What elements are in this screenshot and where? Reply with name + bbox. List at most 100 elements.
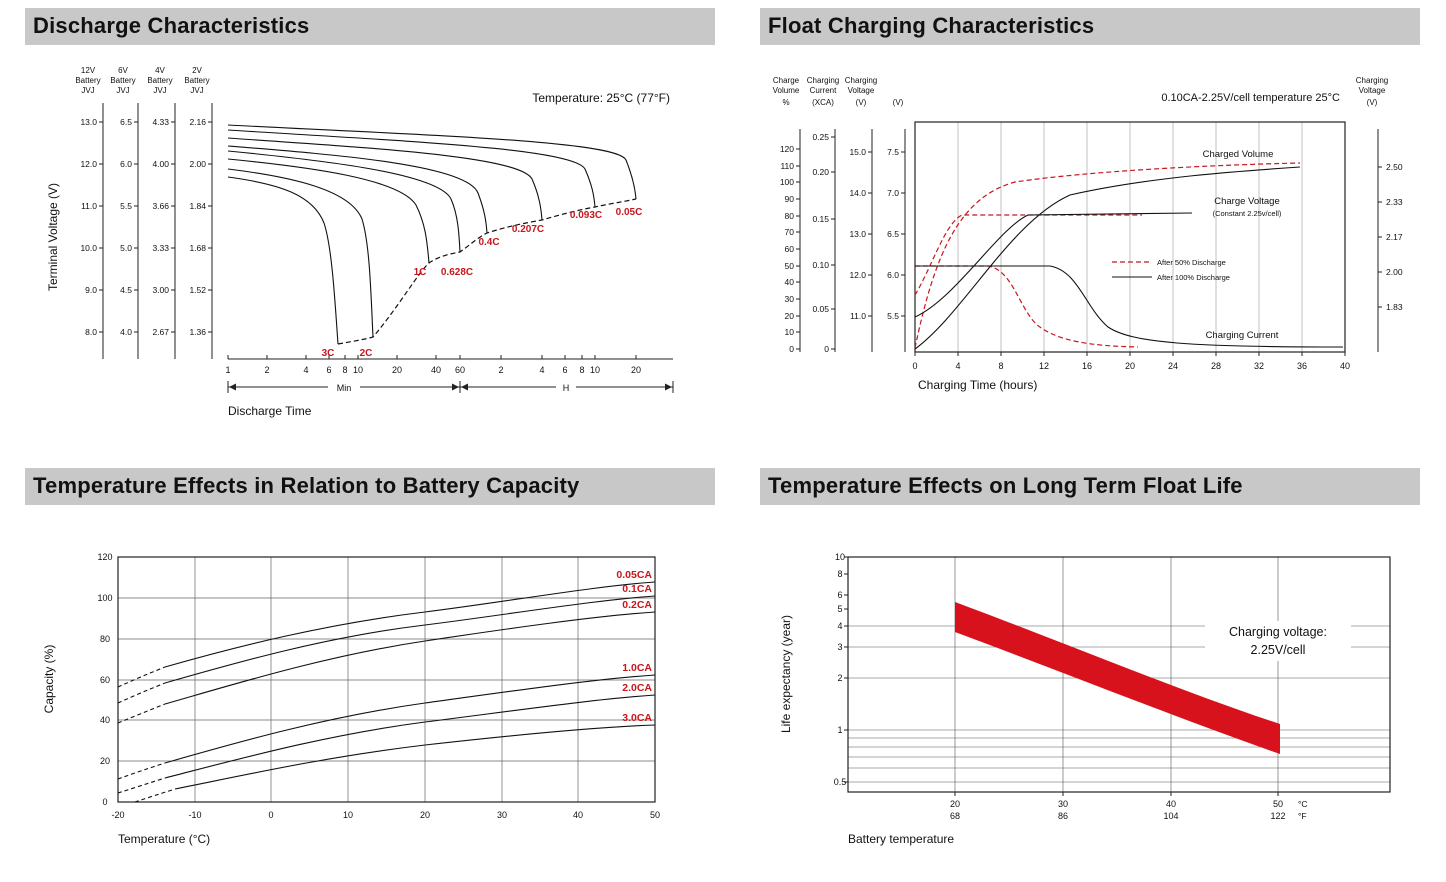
curve-30ca bbox=[174, 724, 656, 790]
tick-label: 10 bbox=[353, 365, 363, 375]
tick-label: 100 bbox=[780, 177, 794, 187]
tick-label: 5.5 bbox=[120, 201, 132, 211]
tick-label: 12 bbox=[1039, 361, 1049, 371]
curve-2c bbox=[227, 168, 374, 338]
tick-label: 0.10 bbox=[812, 260, 829, 270]
tick-label: 1.84 bbox=[189, 201, 206, 211]
axis-headers: Charge Volume % Charging Current (XCA) C… bbox=[773, 76, 1389, 107]
tick-label: 40 bbox=[431, 365, 441, 375]
tick-label: 10 bbox=[835, 552, 845, 562]
discharge-curves bbox=[227, 124, 637, 345]
arrow-icon bbox=[665, 383, 672, 391]
tick-label: 5 bbox=[837, 604, 842, 614]
tick-label: 1 bbox=[837, 725, 842, 735]
x-axis-title: Charging Time (hours) bbox=[918, 378, 1037, 392]
tick-label: 3 bbox=[837, 642, 842, 652]
charged-volume-100pct-curve bbox=[914, 166, 1301, 350]
tick-label: 30 bbox=[497, 810, 507, 820]
tick-label: 10 bbox=[343, 810, 353, 820]
axis-header: JVJ bbox=[81, 86, 94, 95]
tick-label: 36 bbox=[1297, 361, 1307, 371]
arrow-icon bbox=[461, 383, 468, 391]
curve-01ca bbox=[164, 595, 656, 684]
tick-label: 8.0 bbox=[85, 327, 97, 337]
tick-label: 6.5 bbox=[120, 117, 132, 127]
axis-tick-marks bbox=[844, 556, 1279, 796]
tick-label: 2.33 bbox=[1386, 197, 1403, 207]
annotation-bg bbox=[1205, 621, 1351, 661]
time-unit-bracket: Min H bbox=[227, 380, 674, 393]
tick-label: 0.5 bbox=[834, 777, 847, 787]
label-bg bbox=[556, 380, 576, 393]
arrow-icon bbox=[452, 383, 459, 391]
y-tick-labels: 120 100 80 60 40 20 0 bbox=[97, 552, 112, 807]
axis-header: (V) bbox=[893, 98, 904, 107]
tick-label: 80 bbox=[100, 634, 110, 644]
temp-capacity-panel: Temperature Effects in Relation to Batte… bbox=[25, 468, 715, 882]
tick-label: 20 bbox=[785, 311, 795, 321]
gridlines bbox=[117, 556, 656, 803]
tick-label: 4.0 bbox=[120, 327, 132, 337]
legend-label: After 100% Discharge bbox=[1157, 273, 1230, 282]
rate-label: 0.628C bbox=[441, 267, 473, 278]
curve-3c bbox=[227, 176, 339, 345]
curve-02ca bbox=[164, 611, 656, 705]
tick-label: 24 bbox=[1168, 361, 1178, 371]
tick-label: 0.05 bbox=[812, 304, 829, 314]
charge-voltage-100pct-curve bbox=[914, 212, 1193, 318]
curve-20ca-dashed bbox=[117, 777, 166, 794]
tick-label: 28 bbox=[1211, 361, 1221, 371]
tick-label: 12.0 bbox=[849, 270, 866, 280]
temp-capacity-title: Temperature Effects in Relation to Batte… bbox=[25, 468, 715, 505]
tick-label: 1 bbox=[225, 365, 230, 375]
tick-label: 1.68 bbox=[189, 243, 206, 253]
hour-section-label: H bbox=[563, 383, 570, 393]
tick-label: 11.0 bbox=[850, 311, 866, 321]
axis-header: Battery bbox=[147, 76, 172, 85]
condition-note: 0.10CA-2.25V/cell temperature 25°C bbox=[1161, 92, 1340, 104]
vertical-gridlines bbox=[954, 557, 1279, 792]
float-life-title: Temperature Effects on Long Term Float L… bbox=[760, 468, 1420, 505]
tick-label: 30 bbox=[785, 294, 795, 304]
life-expectancy-band bbox=[955, 602, 1280, 754]
y-tick-labels: 10 8 6 5 4 3 2 1 0.5 bbox=[834, 552, 847, 787]
axis-lines bbox=[799, 129, 1379, 352]
axis-headers: 12V Battery JVJ 6V Battery JVJ 4V Batter… bbox=[75, 66, 209, 95]
plot-frame bbox=[117, 556, 656, 803]
tick-label: 6 bbox=[837, 590, 842, 600]
discharge-panel: Discharge Characteristics Temperature: 2… bbox=[25, 8, 715, 454]
tick-label: 110 bbox=[780, 161, 794, 171]
tick-label: 90 bbox=[785, 194, 795, 204]
axis-header: 12V bbox=[81, 66, 96, 75]
tick-label: 6 bbox=[562, 365, 567, 375]
rate-label: 3.0CA bbox=[622, 712, 652, 724]
tick-label-fahrenheit: 104 bbox=[1163, 811, 1178, 821]
tick-label: 7.0 bbox=[887, 188, 899, 198]
tick-label: 4 bbox=[539, 365, 544, 375]
axis-lines bbox=[102, 103, 673, 360]
x-tick-labels: 0 4 8 12 16 20 24 28 32 36 40 bbox=[912, 361, 1350, 371]
tick-label: 4.5 bbox=[120, 285, 132, 295]
rate-labels: 0.05CA 0.1CA 0.2CA 1.0CA 2.0CA 3.0CA bbox=[616, 569, 652, 724]
tick-label: 20 bbox=[631, 365, 641, 375]
tick-label: 40 bbox=[785, 277, 795, 287]
tick-label: 120 bbox=[780, 144, 794, 154]
tick-label: 1.83 bbox=[1386, 302, 1403, 312]
rate-label: 0.4C bbox=[478, 237, 499, 248]
tick-label: 8 bbox=[342, 365, 347, 375]
tick-label: 2.00 bbox=[189, 159, 206, 169]
tick-label: 4 bbox=[955, 361, 960, 371]
curve-10ca bbox=[164, 674, 656, 764]
tick-label: 1.52 bbox=[189, 285, 206, 295]
tick-label: 0 bbox=[789, 344, 794, 354]
legend-label: After 50% Discharge bbox=[1157, 258, 1226, 267]
tick-label: 70 bbox=[785, 227, 795, 237]
tick-label: 3.66 bbox=[152, 201, 169, 211]
tick-label: 6 bbox=[326, 365, 331, 375]
y-axis-title: Terminal Voltage (V) bbox=[46, 183, 60, 291]
tick-label: 10.0 bbox=[80, 243, 97, 253]
curve-04c bbox=[227, 145, 488, 234]
tick-label: 0 bbox=[824, 344, 829, 354]
axis-header: JVJ bbox=[190, 86, 203, 95]
rate-label: 1.0CA bbox=[622, 662, 652, 674]
